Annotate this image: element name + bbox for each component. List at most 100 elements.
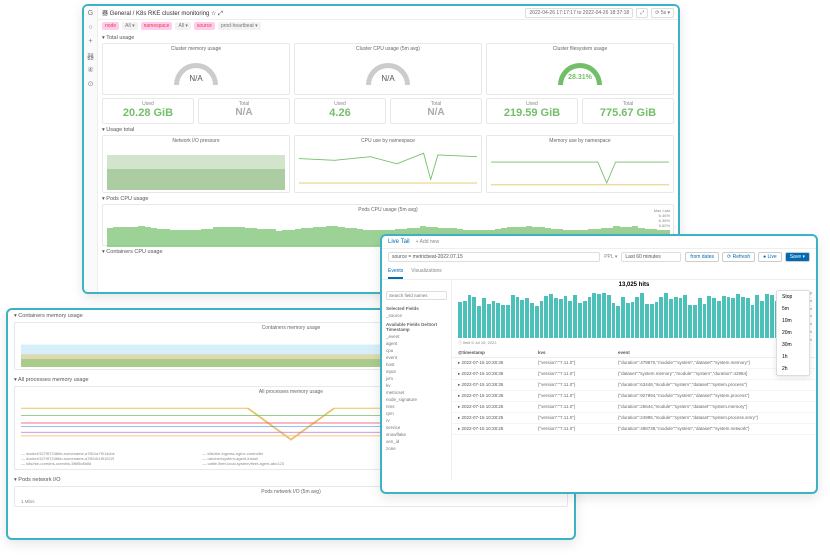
table-row[interactable]: ▸ 2022-07-15 10:28:35 {"version":"7.11.0… — [452, 391, 816, 402]
cell-kvs: {"version":"7.11.0"} — [538, 371, 618, 377]
interval-option[interactable]: 2h — [777, 363, 809, 375]
interval-option[interactable]: 30m — [777, 339, 809, 351]
add-new-button[interactable]: + Add new — [416, 239, 440, 245]
stat-value: 4.26 — [295, 107, 385, 119]
interval-option[interactable]: 5m — [777, 303, 809, 315]
interval-option[interactable]: 1h — [777, 351, 809, 363]
field-item[interactable]: node_signature — [386, 396, 447, 403]
template-variable[interactable]: namespace — [141, 22, 173, 30]
fields-sidebar: Selected Fields _source Available Fields… — [382, 280, 452, 480]
time-range-picker[interactable]: 2022-04-26 17:17:17 to 2022-04-26 18:37:… — [525, 8, 633, 18]
time-picker[interactable]: Last 60 minutes — [621, 252, 681, 262]
field-item[interactable]: kv — [386, 382, 447, 389]
from-dates-button[interactable]: from dates — [685, 252, 719, 262]
field-item[interactable]: cpu — [386, 347, 447, 354]
live-button[interactable]: ● Live — [758, 252, 782, 262]
field-item[interactable]: event — [386, 354, 447, 361]
interval-option[interactable]: 20m — [777, 327, 809, 339]
histogram-info: ⓘ limit 5 Jul 15, 2022 — [458, 338, 794, 346]
dashboard-breadcrumb[interactable]: 器 General / K8s RKE cluster monitoring ☆… — [102, 8, 223, 18]
dashboards-icon[interactable]: 器 — [87, 52, 95, 60]
field-item[interactable]: nms — [386, 403, 447, 410]
table-row[interactable]: ▸ 2022-07-15 10:28:35 {"version":"7.11.0… — [452, 358, 816, 369]
legend-item[interactable]: — k8s/rke-coredns-coredns-5f6f5c8b8d — [21, 461, 198, 466]
cell-timestamp: ▸ 2022-07-15 10:28:25 — [458, 426, 538, 432]
table-row[interactable]: ▸ 2022-07-15 10:28:25 {"version":"7.11.0… — [452, 424, 816, 435]
panel-title: Pods CPU usage (5m avg) — [103, 205, 673, 215]
interval-option[interactable]: 10m — [777, 315, 809, 327]
timeseries-panel[interactable]: Memory use by namespace — [486, 135, 674, 193]
table-row[interactable]: ▸ 2022-07-15 10:28:25 {"version":"7.11.0… — [452, 402, 816, 413]
field-item[interactable]: _event — [386, 333, 447, 340]
stat-panel[interactable]: Used 4.26 — [294, 98, 386, 124]
search-icon[interactable]: ○ — [87, 24, 95, 32]
field-item[interactable]: snowflake — [386, 431, 447, 438]
alerting-icon[interactable]: ⊙ — [87, 80, 95, 88]
field-item[interactable]: rpm — [386, 410, 447, 417]
cell-timestamp: ▸ 2022-07-15 10:28:35 — [458, 393, 538, 399]
field-item[interactable]: rv — [386, 417, 447, 424]
section-pods-cpu[interactable]: ▾ Pods CPU usage — [84, 193, 678, 204]
cell-kvs: {"version":"7.11.0"} — [538, 415, 618, 421]
stat-value: 20.28 GiB — [103, 107, 193, 119]
field-item[interactable]: zone — [386, 445, 447, 452]
timeseries-panel[interactable]: Network I/O pressure — [102, 135, 290, 193]
results-table: @timestamp kvs event ▸ 2022-07-15 10:28:… — [452, 348, 816, 480]
tab-events[interactable]: Events — [388, 265, 403, 279]
field-item[interactable]: agent — [386, 340, 447, 347]
cell-timestamp: ▸ 2022-07-15 10:28:25 — [458, 404, 538, 410]
zoom-out-button[interactable]: ⤢ — [636, 8, 648, 18]
section-total-usage[interactable]: ▾ Total usage — [84, 32, 678, 43]
gauge-panel[interactable]: Cluster memory usage — [102, 43, 290, 95]
column-kvs[interactable]: kvs — [538, 350, 618, 355]
field-item[interactable]: service — [386, 424, 447, 431]
plus-icon[interactable]: + — [87, 38, 95, 46]
field-item[interactable]: host — [386, 361, 447, 368]
grafana-logo-icon[interactable]: G — [87, 10, 95, 18]
gauge-panel[interactable]: Cluster CPU usage (5m avg) — [294, 43, 482, 95]
section-usage-total[interactable]: ▾ Usage total — [84, 124, 678, 135]
template-variable[interactable]: node — [102, 22, 119, 30]
stat-panel[interactable]: Used 20.28 GiB — [102, 98, 194, 124]
column-timestamp[interactable]: @timestamp — [458, 350, 538, 355]
query-input[interactable]: source = metricbeat-2022.07.15 — [388, 252, 600, 262]
chart — [491, 148, 669, 190]
template-variable[interactable]: All ▾ — [122, 22, 137, 30]
query-language-picker[interactable]: PPL ▾ — [604, 254, 617, 260]
interval-option[interactable]: Stop — [777, 291, 809, 303]
field-item[interactable]: input — [386, 368, 447, 375]
stat-panel[interactable]: Total N/A — [390, 98, 482, 124]
tab-visualizations[interactable]: Visualizations — [411, 265, 441, 279]
field-item[interactable]: _source — [386, 312, 447, 319]
legend-item[interactable]: — cattle-fleet-local-system/fleet-agent-… — [202, 461, 379, 466]
refresh-button[interactable]: ⟳ Refresh — [722, 252, 755, 262]
explore-icon[interactable]: ④ — [87, 66, 95, 74]
panel-title: CPU use by namespace — [295, 136, 481, 146]
panel-title: Network I/O pressure — [103, 136, 289, 146]
field-item[interactable]: xen_id — [386, 438, 447, 445]
field-search-input[interactable] — [386, 291, 447, 300]
stat-value: 775.67 GiB — [583, 107, 673, 119]
table-row[interactable]: ▸ 2022-07-15 10:28:35 {"version":"7.11.0… — [452, 369, 816, 380]
stat-panel[interactable]: Total N/A — [198, 98, 290, 124]
field-item[interactable]: jvm — [386, 375, 447, 382]
gauge-panel[interactable]: Cluster filesystem usage — [486, 43, 674, 95]
template-variable[interactable]: prod-heartbeat ▾ — [218, 22, 261, 30]
cell-event: {"duration":24995,"module":"system","dat… — [618, 415, 810, 421]
template-variable[interactable]: source — [194, 22, 215, 30]
histogram-chart[interactable] — [458, 292, 794, 338]
table-row[interactable]: ▸ 2022-07-15 10:28:25 {"version":"7.11.0… — [452, 413, 816, 424]
cell-event: {"duration":927894,"module":"system","da… — [618, 393, 810, 399]
field-item[interactable]: metricset — [386, 389, 447, 396]
stat-panel[interactable]: Used 219.59 GiB — [486, 98, 578, 124]
template-variable[interactable]: All ▾ — [175, 22, 190, 30]
stat-panel[interactable]: Total 775.67 GiB — [582, 98, 674, 124]
breadcrumb-livetail[interactable]: Live Tail — [388, 239, 410, 245]
chart — [299, 148, 477, 190]
timeseries-panel[interactable]: CPU use by namespace — [294, 135, 482, 193]
table-row[interactable]: ▸ 2022-07-15 10:28:35 {"version":"7.11.0… — [452, 380, 816, 391]
refresh-picker[interactable]: ⟳ 5s ▾ — [651, 8, 674, 18]
interval-dropdown[interactable]: Stop5m10m20m30m1h2h — [776, 290, 810, 376]
hits-count: 13,025 hits — [452, 280, 816, 290]
save-button[interactable]: Save ▾ — [785, 252, 810, 262]
